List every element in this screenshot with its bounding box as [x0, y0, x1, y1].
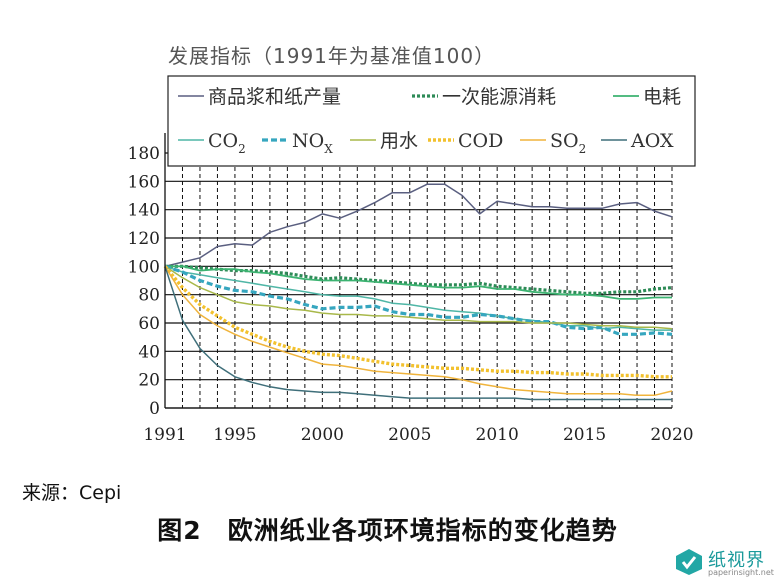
figure-caption: 图2 欧洲纸业各项环境指标的变化趋势	[0, 511, 775, 547]
legend-label-0: 商品浆和纸产量	[208, 86, 341, 108]
watermark-name: 纸视界	[708, 550, 765, 571]
y-tick-label: 160	[128, 172, 160, 192]
series-line-4	[164, 264, 673, 336]
source-note: 来源：Cepi	[22, 482, 122, 504]
x-tick-label: 2005	[388, 425, 431, 445]
legend-label-1: 一次能源消耗	[442, 86, 556, 108]
y-tick-label: 0	[149, 399, 160, 419]
legend-label-8: AOX	[630, 130, 674, 152]
watermark-logo-icon	[676, 549, 702, 575]
series-line-6	[163, 265, 672, 379]
legend-label-2: 电耗	[643, 86, 681, 108]
y-tick-label: 60	[138, 314, 160, 334]
series-line-7	[164, 265, 673, 397]
x-tick-label: 2015	[563, 425, 606, 445]
y-tick-label: 140	[128, 201, 160, 221]
series-line-0	[164, 183, 673, 268]
y-tick-label: 20	[138, 371, 160, 391]
figure-title: 欧洲纸业各项环境指标的变化趋势	[227, 516, 618, 545]
watermark: 纸视界 paperinsight.net	[672, 545, 774, 581]
x-tick-label: 1991	[143, 425, 186, 445]
y-tick-label: 180	[128, 144, 160, 164]
x-tick-label: 2020	[650, 425, 693, 445]
series-line-5	[164, 265, 673, 330]
y-tick-label: 100	[128, 257, 160, 277]
y-tick-label: 120	[128, 229, 160, 249]
legend-box	[167, 75, 696, 167]
x-tick-label: 2010	[476, 425, 519, 445]
axes: 0 20 40 60 80 100 120 140 160 180 1991 1995 2000 2005…	[128, 133, 694, 445]
y-tick-label: 80	[138, 286, 160, 306]
series-line-2	[165, 265, 672, 300]
legend-label-4: NOX	[292, 130, 333, 156]
watermark-url: paperinsight.net	[708, 568, 774, 577]
x-tick-label: 1995	[213, 425, 256, 445]
series-lines	[163, 183, 673, 401]
chart: 0 20 40 60 80 100 120 140 160 180 1991 1995 2000 2005…	[128, 75, 696, 445]
grid	[165, 152, 673, 409]
series-line-8	[164, 266, 672, 401]
y-tick-label: 40	[138, 342, 160, 362]
figure-number: 图2	[157, 516, 202, 545]
chart-subtitle: 发展指标（1991年为基准值100）	[168, 44, 496, 68]
legend-label-6: COD	[458, 130, 503, 152]
series-line-3	[164, 265, 672, 331]
legend-label-5: 用水	[380, 130, 418, 152]
x-tick-label: 2000	[301, 425, 344, 445]
